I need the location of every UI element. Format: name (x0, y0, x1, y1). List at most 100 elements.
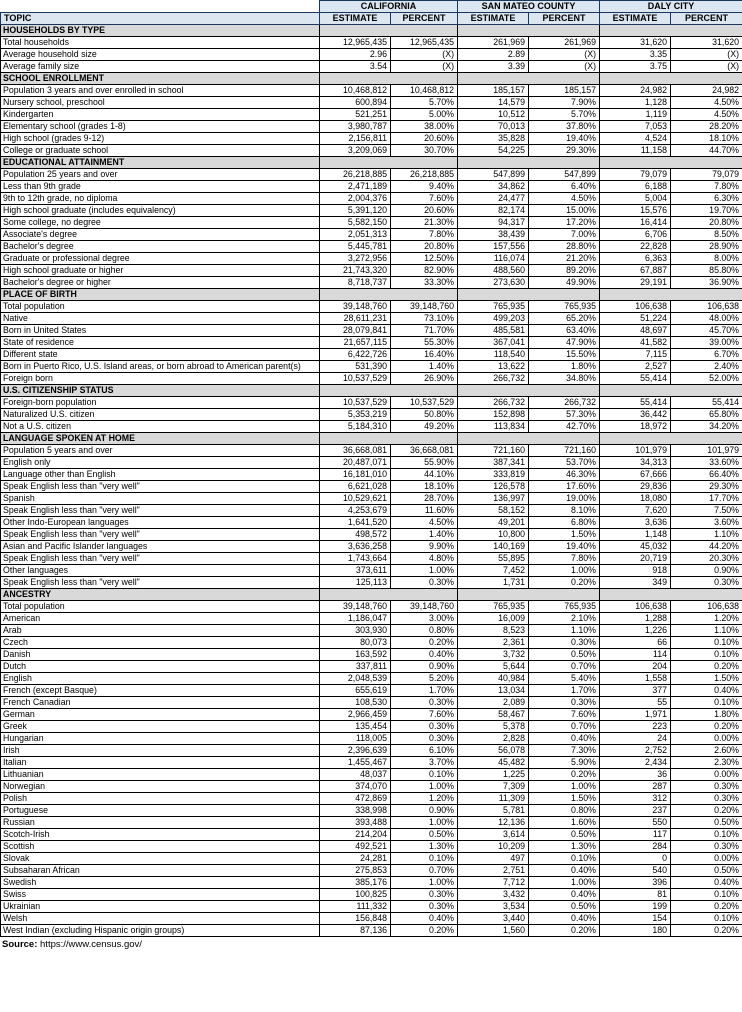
value-cell: 16,009 (457, 612, 529, 625)
value-cell: 266,732 (457, 372, 529, 385)
value-cell: 765,935 (457, 300, 529, 313)
value-cell: 3.39 (457, 60, 529, 73)
value-cell: 44.20% (669, 540, 742, 553)
value-cell: (X) (390, 48, 458, 61)
value-cell: 0.10% (669, 696, 742, 709)
table-row: West Indian (excluding Hispanic origin g… (0, 924, 742, 937)
value-cell: 66.40% (669, 468, 742, 481)
corner-blank-cell (0, 0, 320, 13)
value-cell: 0.30% (390, 888, 458, 901)
value-cell: 1.10% (669, 624, 742, 637)
value-cell: 0.70% (528, 720, 600, 733)
value-cell: 1.30% (528, 840, 600, 853)
value-cell: 36,668,081 (390, 444, 458, 457)
value-cell: 15,576 (599, 204, 671, 217)
value-cell: 0.30% (390, 576, 458, 589)
section-spacer (319, 72, 458, 85)
value-cell: 39,148,760 (390, 600, 458, 613)
value-cell: 1,743,664 (319, 552, 391, 565)
value-cell: 0.10% (390, 852, 458, 865)
topic-cell: French Canadian (0, 696, 320, 709)
value-cell: 49.20% (390, 420, 458, 433)
value-cell: 26,218,885 (390, 168, 458, 181)
table-row: Italian 1,455,467 3.70% 45,482 5.90% 2,434 2.3… (0, 756, 742, 769)
value-cell: 19.00% (528, 492, 600, 505)
value-cell: 6,363 (599, 252, 671, 265)
value-cell: 0.30% (390, 900, 458, 913)
value-cell: 55.30% (390, 336, 458, 349)
value-cell: 28.70% (390, 492, 458, 505)
table-row: Greek 135,454 0.30% 5,378 0.70% 223 0.20% (0, 720, 742, 733)
section-title: U.S. CITIZENSHIP STATUS (0, 384, 320, 397)
topic-cell: Some college, no degree (0, 216, 320, 229)
value-cell: 547,899 (457, 168, 529, 181)
value-cell: 0.20% (528, 924, 600, 937)
value-cell: 11.60% (390, 504, 458, 517)
value-cell: 28.80% (528, 240, 600, 253)
table-row: Population 5 years and over 36,668,081 36,… (0, 444, 742, 457)
value-cell: 0.20% (390, 636, 458, 649)
value-cell: 48,697 (599, 324, 671, 337)
value-cell: 26,218,885 (319, 168, 391, 181)
topic-cell: Irish (0, 744, 320, 757)
value-cell: 47.90% (528, 336, 600, 349)
value-cell: 118,005 (319, 732, 391, 745)
value-cell: 2,361 (457, 636, 529, 649)
value-cell: 377 (599, 684, 671, 697)
value-cell: 2,396,639 (319, 744, 391, 757)
value-cell: 20.80% (390, 240, 458, 253)
topic-cell: Foreign-born population (0, 396, 320, 409)
section-header-row: U.S. CITIZENSHIP STATUS (0, 384, 742, 397)
value-cell: 18,080 (599, 492, 671, 505)
table-row: Total population 39,148,760 39,148,760 765,… (0, 300, 742, 313)
value-cell: 12,136 (457, 816, 529, 829)
value-cell: 154 (599, 912, 671, 925)
table-row: Swiss 100,825 0.30% 3,432 0.40% 81 0.10% (0, 888, 742, 901)
topic-cell: Foreign born (0, 372, 320, 385)
topic-cell: Arab (0, 624, 320, 637)
value-cell: 45,482 (457, 756, 529, 769)
value-cell: 7,053 (599, 120, 671, 133)
table-row: Total population 39,148,760 39,148,760 765,… (0, 600, 742, 613)
value-cell: 46.30% (528, 468, 600, 481)
topic-cell: Born in United States (0, 324, 320, 337)
topic-cell: Population 5 years and over (0, 444, 320, 457)
value-cell: 338,998 (319, 804, 391, 817)
value-cell: 116,074 (457, 252, 529, 265)
topic-cell: Lithuanian (0, 768, 320, 781)
value-cell: 157,556 (457, 240, 529, 253)
value-cell: 66 (599, 636, 671, 649)
value-cell: 3.75 (599, 60, 671, 73)
value-cell: 655,619 (319, 684, 391, 697)
value-cell: 34.20% (669, 420, 742, 433)
value-cell: 28,079,841 (319, 324, 391, 337)
value-cell: 1.00% (528, 876, 600, 889)
value-cell: 126,578 (457, 480, 529, 493)
value-cell: 0.20% (669, 804, 742, 817)
value-cell: 1,641,520 (319, 516, 391, 529)
topic-cell: Less than 9th grade (0, 180, 320, 193)
value-cell: 19.40% (528, 132, 600, 145)
topic-column-header: TOPIC (0, 12, 320, 25)
value-cell: 156,848 (319, 912, 391, 925)
value-cell: 387,341 (457, 456, 529, 469)
value-cell: 1,186,047 (319, 612, 391, 625)
value-cell: 2.30% (669, 756, 742, 769)
value-cell: 223 (599, 720, 671, 733)
table-row: Population 25 years and over 26,218,885 26… (0, 168, 742, 181)
section-header-row: LANGUAGE SPOKEN AT HOME (0, 432, 742, 445)
section-header-row: ANCESTRY (0, 588, 742, 601)
source-url[interactable]: https://www.census.gov/ (40, 939, 142, 950)
value-cell: 21.30% (390, 216, 458, 229)
table-row: Arab 303,930 0.80% 8,523 1.10% 1,226 1.10% (0, 624, 742, 637)
value-cell: 2.10% (528, 612, 600, 625)
value-cell: 521,251 (319, 108, 391, 121)
value-cell: 65.20% (528, 312, 600, 325)
value-cell: 497 (457, 852, 529, 865)
value-cell: 8,523 (457, 624, 529, 637)
value-cell: 0.50% (528, 900, 600, 913)
section-title: ANCESTRY (0, 588, 320, 601)
value-cell: 7.60% (528, 708, 600, 721)
value-cell: 765,935 (528, 300, 600, 313)
value-cell: 10,537,529 (319, 372, 391, 385)
